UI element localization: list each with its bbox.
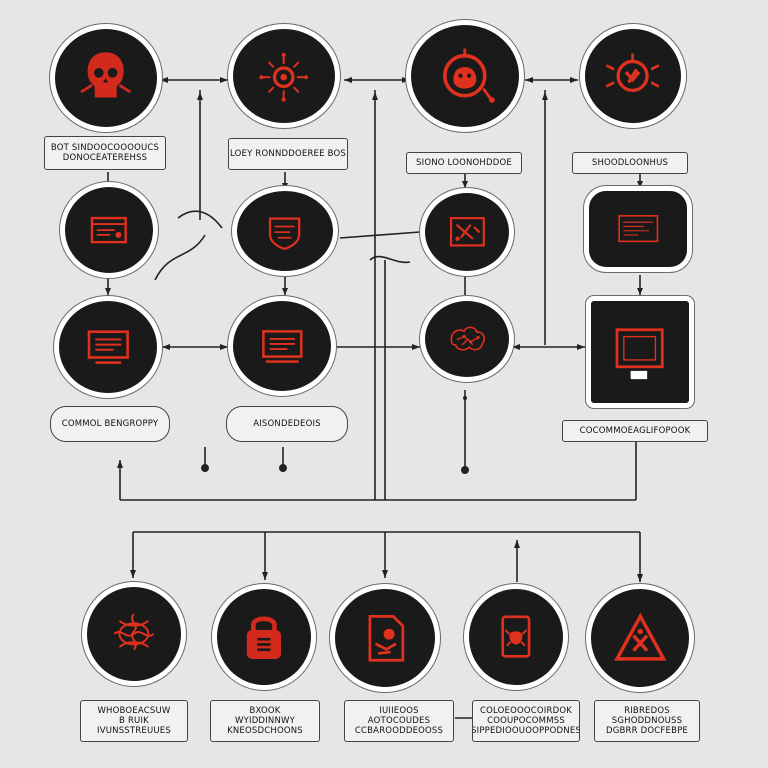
monitor-icon (87, 330, 129, 364)
label-mid2: AISONDEDEOIS (226, 406, 348, 442)
warning-node[interactable] (586, 584, 694, 692)
bug-file-icon (501, 615, 531, 659)
monitor-node-1[interactable] (54, 296, 162, 398)
label-bot2: BXOOK WYIDDINNWY KNEOSDCHOONS (210, 700, 320, 742)
brain-network-icon (450, 326, 485, 351)
label-bot1: WHOBOEACSUW B RUIK IVUNSSTREUUES (80, 700, 188, 742)
shield-screen-node[interactable] (232, 186, 338, 276)
monitor-node-2[interactable] (228, 296, 336, 396)
label-bot5: RIBREDOS SGHODDNOUSS DGBRR DOCFEBPE (594, 700, 700, 742)
terminal-screen-node[interactable] (584, 186, 692, 272)
warning-triangle-icon (613, 612, 667, 661)
malware-bug-node[interactable] (580, 24, 686, 128)
tools-panel-node[interactable] (420, 188, 514, 276)
brain-network-node[interactable] (420, 296, 514, 382)
bug-file-node[interactable] (464, 584, 568, 690)
document-node[interactable] (330, 584, 440, 692)
padlock-node[interactable] (212, 584, 316, 690)
label-top2: LOEY RONNDDOEREE BOS (228, 138, 348, 170)
virus-node[interactable] (228, 24, 340, 128)
label-bot3: IUIIEOOS AOTOCOUDES CCBAROODDEOOSS (344, 700, 454, 742)
code-window-icon (90, 216, 128, 244)
label-bot4: COLOEOOOCOIRDOK COOUPOCOMMSS SIPPEDIOOUO… (472, 700, 580, 742)
padlock-icon (246, 616, 282, 660)
server-monitor-node[interactable] (586, 296, 694, 408)
bug-target-icon (443, 48, 495, 104)
label-mid1: COMMOL BENGROPPY (50, 406, 170, 442)
bug-target-node[interactable] (406, 20, 524, 132)
label-top1: BOT SINDOOCOOOOUCS DONOCEATEREHSS (44, 136, 166, 170)
tools-panel-icon (449, 216, 485, 247)
terminal-screen-icon (618, 215, 658, 243)
tangled-network-icon (113, 613, 155, 651)
code-window-node[interactable] (60, 182, 158, 278)
label-mid4: COCOMMOEAGLIFOPOOK (562, 420, 708, 442)
label-top4: SHOODLOONHUS (572, 152, 688, 174)
skull-head-icon (80, 51, 132, 98)
monitor-icon (261, 329, 303, 363)
network-node[interactable] (82, 582, 186, 686)
server-monitor-icon (615, 328, 664, 380)
virus-gear-icon (259, 52, 309, 102)
skull-node[interactable] (50, 24, 162, 132)
malware-bug-icon (606, 53, 660, 93)
label-top3: SIONO LOONOHDDOE (406, 152, 522, 174)
shield-screen-icon (269, 217, 301, 251)
infected-document-icon (368, 614, 405, 662)
